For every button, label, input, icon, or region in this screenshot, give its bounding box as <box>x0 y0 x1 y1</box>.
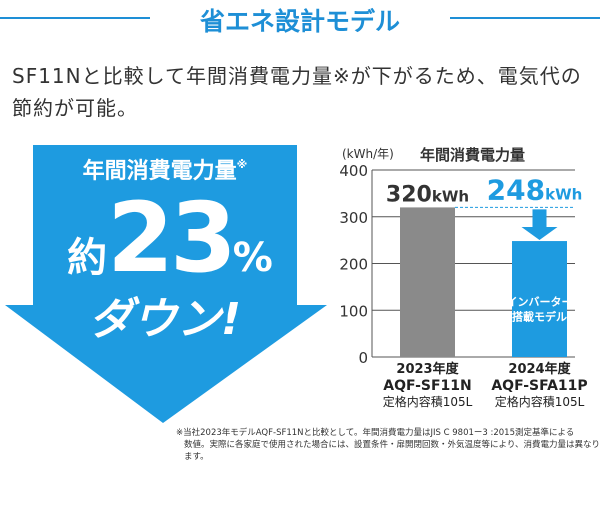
arrow-label: 年間消費電力量 <box>82 159 237 184</box>
x-label-capacity: 定格内容積105L <box>383 394 473 409</box>
y-tick-label: 400 <box>339 162 368 180</box>
value-label: 248kWh <box>487 173 583 206</box>
y-tick-label: 200 <box>339 256 368 274</box>
bar-annotation: 搭載モデル <box>512 310 567 324</box>
x-label-model: AQF-SF11N <box>383 378 472 394</box>
page-title: 省エネ設計モデル <box>199 7 400 36</box>
footnote-line: 数値。実際に各家庭で使用された場合には、設置条件・扉開閉回数・外気温度等により、… <box>184 440 600 462</box>
percent-sign: % <box>232 235 273 281</box>
arrow-label-mark: ※ <box>236 158 248 171</box>
chart-svg: (kWh/年) 年間消費電力量 0 100 200 300 400 2023年度AQF-SF1… <box>339 146 587 409</box>
y-tick-label: 0 <box>358 349 368 367</box>
bar <box>400 207 455 357</box>
chart-title: 年間消費電力量 <box>420 146 525 164</box>
x-label-year: 2023年度 <box>396 361 459 377</box>
bar <box>512 241 567 357</box>
title-rule-left <box>0 17 150 19</box>
reduction-arrow: 年間消費電力量※ 約23% ダウン! <box>0 140 340 430</box>
y-tick-label: 300 <box>339 209 368 227</box>
title-rule-right <box>450 17 600 19</box>
percent-value: 23 <box>107 182 237 294</box>
approx-text: 約 <box>67 235 108 281</box>
y-tick-label: 100 <box>339 302 368 320</box>
x-label-model: AQF-SFA11P <box>491 378 587 394</box>
description: SF11Nと比較して年間消費電力量※が下がるため、電気代の節約が可能。 <box>12 64 582 120</box>
down-arrow-icon <box>5 145 327 423</box>
energy-chart: (kWh/年) 年間消費電力量 0 100 200 300 400 2023年度 AQF-SF1… <box>330 140 600 429</box>
footnote-line: ※当社2023年モデルAQF-SF11Nと比較として。年間消費電力量はJIS C… <box>176 428 575 438</box>
value-label: 320kWh <box>386 182 469 207</box>
y-axis-label: (kWh/年) <box>342 147 394 161</box>
footnote: ※当社2023年モデルAQF-SF11Nと比較として。年間消費電力量はJIS C… <box>176 427 600 463</box>
down-arrow-icon <box>521 209 558 241</box>
x-label-year: 2024年度 <box>508 361 571 377</box>
down-text: ダウン! <box>88 294 242 345</box>
bar-annotation: インバーター <box>507 296 573 309</box>
x-label-capacity: 定格内容積105L <box>495 394 585 409</box>
